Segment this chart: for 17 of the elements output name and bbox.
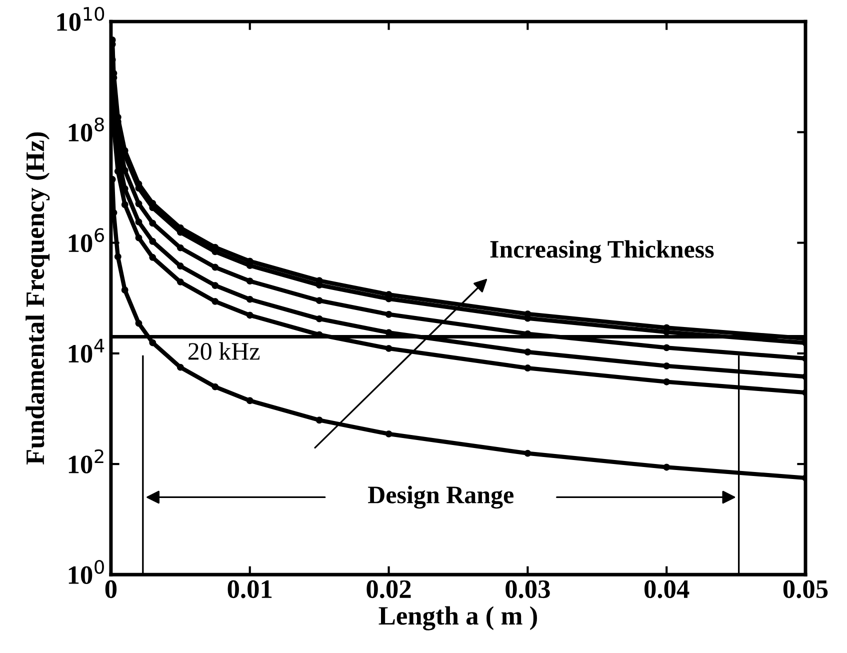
annotation: Increasing Thickness: [490, 240, 714, 264]
x-axis-title: Length a ( m ): [378, 606, 537, 630]
y-tick-label: 10$^{10}$: [57, 6, 104, 31]
x-tick-label: 0.01: [228, 580, 272, 598]
x-tick-label: 0: [105, 580, 117, 598]
y-tick-label: 10$^{2}$: [68, 449, 104, 474]
ref-line-label: 20 kHz: [188, 342, 260, 360]
x-tick-label: 0.05: [783, 580, 828, 598]
annotation: Design Range: [368, 486, 514, 509]
x-tick-label: 0.02: [366, 580, 411, 598]
y-axis-title: Fundamental Frequency (Hz): [26, 132, 50, 465]
y-tick-label: 10$^{0}$: [68, 560, 104, 584]
x-tick-label: 0.04: [644, 580, 690, 598]
x-tick-label: 0.03: [506, 580, 550, 598]
y-tick-label: 10$^{6}$: [68, 228, 104, 252]
y-tick-label: 10$^{8}$: [68, 117, 104, 142]
y-tick-label: 10$^{4}$: [68, 338, 104, 363]
